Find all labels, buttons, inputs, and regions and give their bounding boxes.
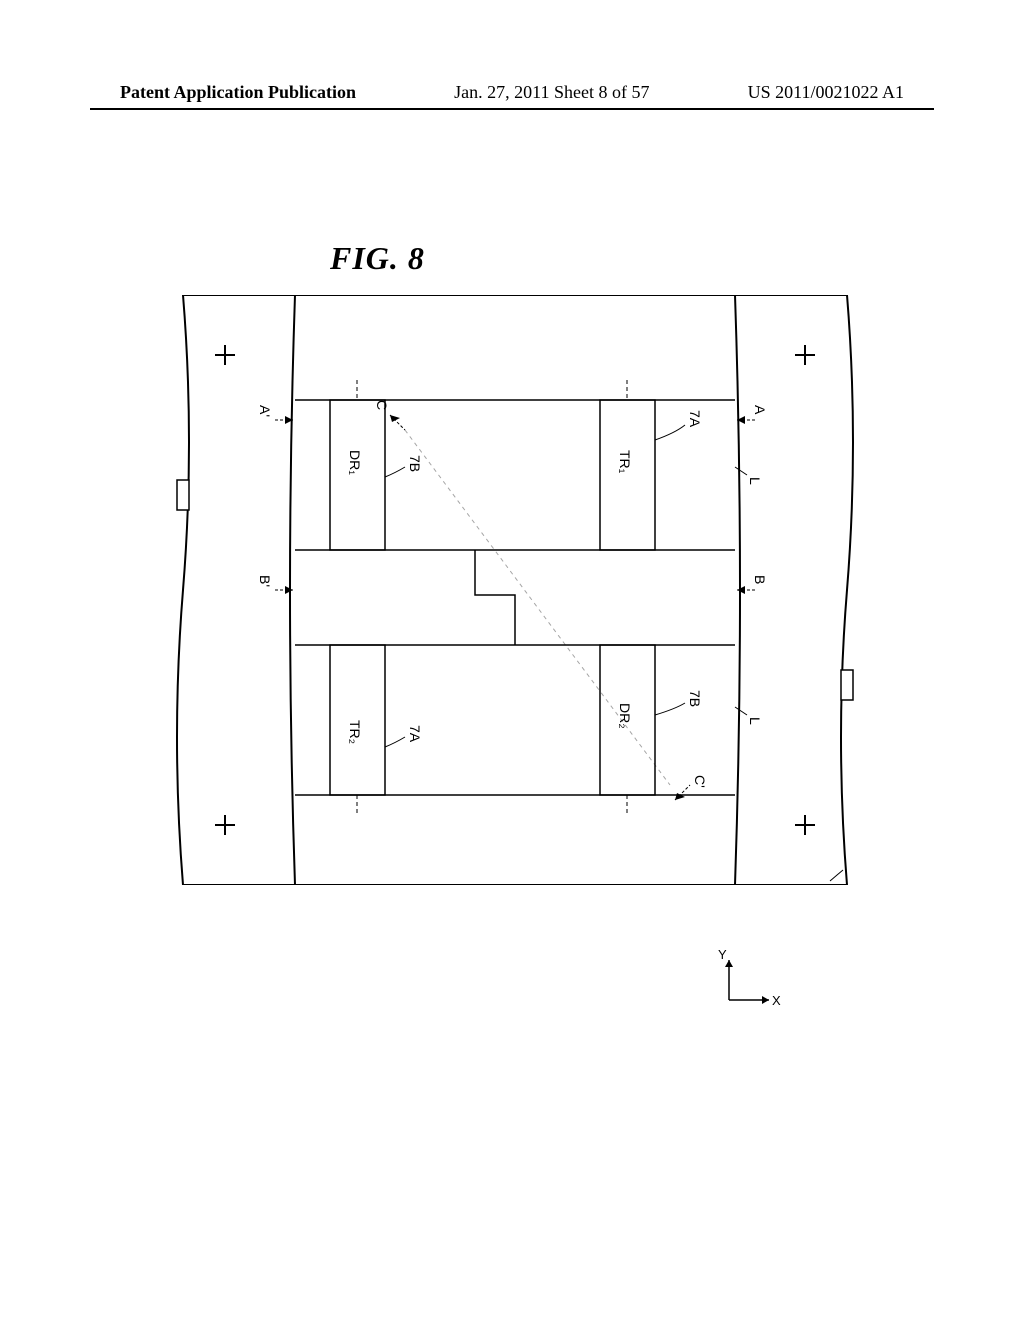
cross-tr — [795, 815, 815, 835]
label-L2: L — [747, 717, 763, 725]
lead-7a-1 — [655, 425, 685, 440]
lead-L2 — [735, 707, 747, 715]
label-7B-1: 7B — [687, 690, 703, 707]
marker-B: B — [737, 575, 768, 594]
cross-br — [215, 815, 235, 835]
notch-bottom — [177, 480, 189, 510]
header-patent-number: US 2011/0021022 A1 — [748, 82, 904, 103]
svg-text:A: A — [752, 405, 768, 415]
svg-text:C': C' — [692, 775, 708, 788]
center-step — [475, 550, 515, 645]
page-header: Patent Application Publication Jan. 27, … — [0, 82, 1024, 103]
xy-axis: X Y — [714, 945, 784, 1020]
header-date-sheet: Jan. 27, 2011 Sheet 8 of 57 — [454, 82, 649, 103]
label-TR1: TR₁ — [617, 450, 633, 474]
svg-text:B: B — [752, 575, 768, 584]
axis-x-label: X — [772, 993, 781, 1008]
figure-label: FIG. 8 — [330, 240, 425, 277]
notch-top — [841, 670, 853, 700]
marker-Cp: C' — [675, 775, 708, 800]
svg-text:C: C — [374, 400, 390, 410]
label-DR2: DR₂ — [617, 703, 633, 729]
marker-A: A — [737, 405, 768, 424]
label-TR2: TR₂ — [347, 720, 363, 744]
lead-7b-2 — [385, 467, 405, 477]
lead-7b-1 — [655, 703, 685, 715]
label-7A-1: 7A — [687, 410, 703, 428]
lead-ref1 — [830, 870, 843, 881]
label-L1: L — [747, 477, 763, 485]
lead-L1 — [735, 467, 747, 475]
marker-Ap: A' — [257, 405, 293, 424]
cell-tr1 — [600, 400, 655, 550]
fig-8-svg: A A' B B' C' C — [175, 295, 855, 885]
cell-dr1 — [330, 400, 385, 550]
fig-8-diagram: A A' B B' C' C — [175, 295, 855, 885]
header-rule — [90, 108, 934, 110]
axis-y-label: Y — [718, 947, 727, 962]
lead-7a-2 — [385, 737, 405, 747]
svg-text:B': B' — [257, 575, 273, 587]
label-7B-2: 7B — [407, 455, 423, 472]
marker-C: C — [374, 400, 405, 430]
label-7A-2: 7A — [407, 725, 423, 743]
cross-bl — [215, 345, 235, 365]
cross-tl — [795, 345, 815, 365]
svg-text:A': A' — [257, 405, 273, 417]
marker-Bp: B' — [257, 575, 293, 594]
header-publication: Patent Application Publication — [120, 82, 356, 103]
outer-boundary — [177, 295, 853, 885]
label-DR1: DR₁ — [347, 450, 363, 475]
section-CC — [405, 430, 670, 785]
